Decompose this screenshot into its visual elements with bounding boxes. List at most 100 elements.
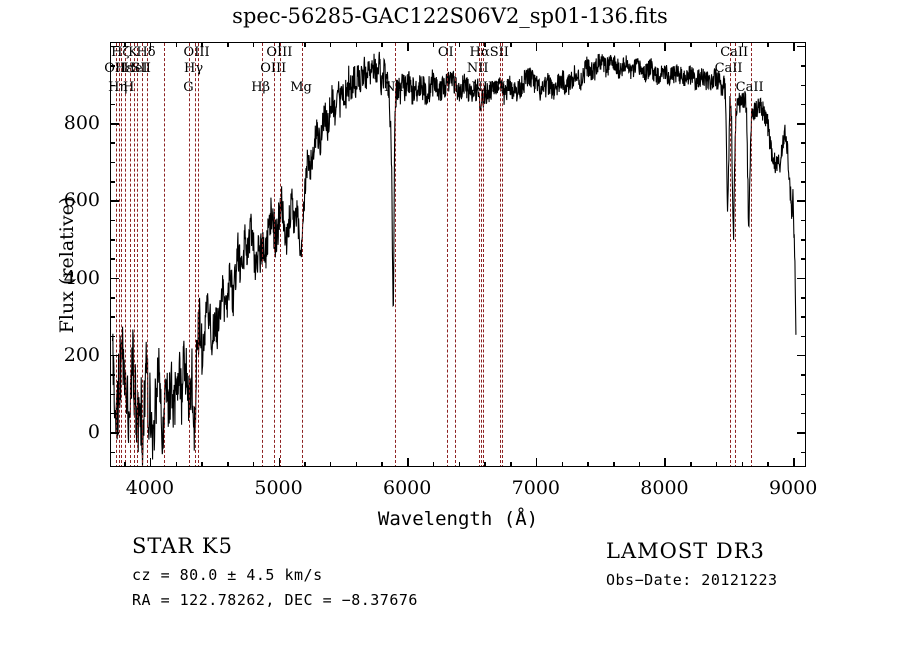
spectral-line-marker xyxy=(454,43,456,466)
spectral-line-label: Hη xyxy=(108,80,128,95)
spectral-line-label: Hβ xyxy=(251,80,271,95)
spectral-line-marker xyxy=(121,43,123,466)
x-tick-top xyxy=(793,42,795,51)
x-tick-label: 7000 xyxy=(511,477,561,499)
y-tick xyxy=(110,103,115,106)
y-tick-right xyxy=(801,219,806,222)
y-tick-right xyxy=(797,200,806,202)
y-tick xyxy=(110,374,115,376)
spectral-line-marker xyxy=(302,43,304,466)
plot-frame xyxy=(110,42,806,467)
spectral-line-label: HeI xyxy=(123,61,148,76)
spectral-line-marker xyxy=(480,43,482,466)
y-tick xyxy=(110,219,115,222)
x-tick xyxy=(304,462,306,467)
x-tick-top xyxy=(329,42,332,47)
spectral-line-label: SII xyxy=(491,80,511,95)
spectral-line-label: OII xyxy=(104,61,126,76)
y-tick xyxy=(110,84,115,86)
x-tick-label: 8000 xyxy=(640,477,689,499)
spectral-line-label: SII xyxy=(131,61,151,76)
spectral-line-marker xyxy=(502,43,504,466)
y-tick-right xyxy=(801,181,806,183)
x-tick xyxy=(484,462,486,467)
x-tick xyxy=(201,462,203,467)
y-tick-right xyxy=(797,354,806,357)
spectral-line-label: OI xyxy=(437,45,454,60)
x-tick-top xyxy=(175,42,178,47)
y-tick xyxy=(110,277,119,280)
x-tick-top xyxy=(561,42,564,47)
x-tick xyxy=(149,458,152,467)
object-class: STAR K5 xyxy=(132,534,233,558)
x-tick-top xyxy=(767,42,769,47)
y-tick xyxy=(110,354,119,357)
spectral-line-marker xyxy=(750,43,752,466)
y-tick-right xyxy=(801,393,806,396)
y-tick xyxy=(110,297,115,299)
x-tick-top xyxy=(201,42,203,47)
spectral-line-marker xyxy=(446,43,448,466)
x-tick-top xyxy=(587,42,589,47)
x-tick-top xyxy=(355,42,358,47)
spectrum-trace xyxy=(111,51,797,466)
spectral-line-marker xyxy=(729,43,731,466)
y-tick-label: 200 xyxy=(63,343,100,366)
spectral-line-marker xyxy=(129,43,131,466)
y-tick xyxy=(110,45,119,48)
spectral-line-marker xyxy=(735,43,737,466)
x-tick xyxy=(741,462,744,467)
y-tick-right xyxy=(801,258,806,260)
object-info-block: STAR K5 cz = 80.0 ± 4.5 km/s RA = 122.78… xyxy=(132,534,418,616)
x-tick-top xyxy=(381,42,383,47)
y-tick xyxy=(110,200,119,202)
x-tick-top xyxy=(690,42,692,47)
spectral-line-label: Hζ xyxy=(111,45,130,60)
spectral-line-label: SII xyxy=(489,45,509,60)
x-tick-label: 4000 xyxy=(125,477,175,499)
x-tick-top xyxy=(407,42,409,51)
y-tick xyxy=(110,161,115,164)
x-tick xyxy=(381,462,383,467)
spectral-line-marker xyxy=(274,43,276,466)
x-tick-top xyxy=(304,42,306,47)
x-tick xyxy=(355,462,358,467)
redshift-velocity: cz = 80.0 ± 4.5 km/s xyxy=(132,566,323,584)
spectral-line-marker xyxy=(136,43,138,466)
x-tick xyxy=(561,462,564,467)
spectral-line-label: CaII xyxy=(714,61,743,76)
spectral-line-marker xyxy=(163,43,165,466)
spectral-line-label: Hδ xyxy=(136,45,156,60)
x-tick-top xyxy=(715,42,718,47)
x-tick xyxy=(613,462,615,467)
spectral-line-label: Hε xyxy=(114,61,133,76)
spectral-line-marker xyxy=(124,43,126,466)
x-tick xyxy=(329,462,332,467)
y-tick-right xyxy=(797,45,806,48)
y-tick xyxy=(110,239,115,241)
y-tick-right xyxy=(801,142,806,144)
x-tick-top xyxy=(638,42,641,47)
x-tick xyxy=(664,458,666,467)
y-tick-label: 800 xyxy=(63,112,100,135)
spectral-line-marker xyxy=(478,43,480,466)
survey-info-block: LAMOST DR3 Obs−Date: 20121223 xyxy=(606,539,778,596)
x-tick-top xyxy=(535,42,538,51)
x-tick xyxy=(767,462,769,467)
x-tick xyxy=(690,462,692,467)
spectral-line-marker xyxy=(500,43,502,466)
x-tick-top xyxy=(432,42,435,47)
y-tick xyxy=(110,451,115,454)
y-axis-title: Flux (relative) xyxy=(56,196,78,334)
spectral-line-marker xyxy=(197,43,199,466)
x-tick xyxy=(432,462,435,467)
x-axis-title: Wavelength (Å) xyxy=(377,508,539,530)
x-tick-top xyxy=(664,42,666,51)
y-tick-label: 0 xyxy=(87,421,100,444)
spectral-line-label: Hγ xyxy=(184,61,204,76)
x-tick-label: 6000 xyxy=(382,477,432,499)
x-tick xyxy=(535,458,538,467)
y-tick-right xyxy=(797,123,806,125)
spectral-line-label: OIII xyxy=(260,61,287,76)
